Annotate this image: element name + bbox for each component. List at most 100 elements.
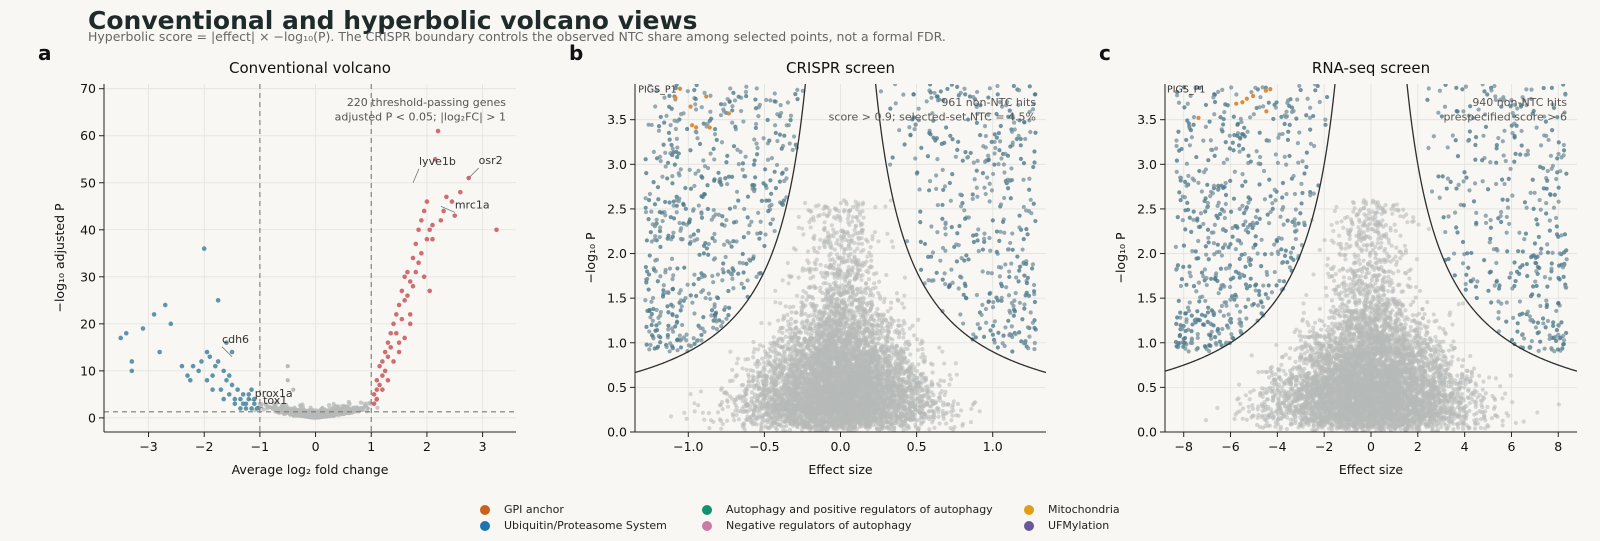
data-point-background [951, 399, 956, 404]
data-point-up [396, 349, 402, 355]
data-point-background [906, 339, 911, 344]
data-point-down [204, 377, 210, 383]
data-point-down [232, 401, 238, 407]
label-leader-tox1 [256, 405, 264, 409]
data-point-down [224, 377, 229, 383]
data-point-background [271, 401, 276, 406]
data-point-background [803, 311, 808, 317]
data-point-background [741, 382, 746, 388]
data-point-background [352, 406, 357, 411]
data-point-background [969, 406, 974, 412]
data-point-background [692, 409, 697, 414]
data-point-background [789, 310, 794, 315]
data-point-up [407, 312, 413, 317]
data-point-background [937, 383, 942, 389]
data-point-up [382, 368, 388, 374]
data-point-background [794, 293, 800, 298]
data-point-background [948, 377, 954, 382]
data-point-background [763, 354, 768, 360]
data-point-background [734, 361, 739, 366]
data-point-down [238, 396, 243, 402]
data-point-background [916, 317, 921, 322]
data-point-down [238, 406, 243, 411]
data-point-up [419, 218, 424, 223]
data-point-background [879, 321, 885, 326]
data-point-background [285, 364, 290, 369]
data-point-down [221, 368, 227, 374]
data-point-down [185, 373, 190, 378]
data-point-background [338, 408, 343, 414]
data-point-up [377, 363, 382, 369]
data-point-background [869, 258, 874, 263]
data-point-down [246, 392, 252, 397]
data-point-background [775, 318, 781, 323]
data-point-up [385, 354, 391, 360]
data-point-background [272, 406, 277, 411]
gene-label-prox1a: prox1a [255, 387, 293, 400]
data-point-down [215, 359, 221, 364]
data-point-background [261, 407, 266, 412]
data-point-down [224, 340, 229, 345]
data-point-background [265, 404, 270, 409]
data-point-down [215, 298, 221, 303]
data-point-down [190, 363, 196, 369]
data-point-up [374, 377, 380, 383]
data-point-down [213, 363, 218, 369]
panel-annotation-line: 220 threshold-passing genes [347, 96, 506, 109]
data-point-background [774, 427, 779, 432]
data-point-down [221, 396, 227, 402]
data-point-up [405, 269, 410, 275]
data-point-up [410, 283, 416, 289]
data-point-up [396, 340, 402, 345]
y-axis-label: −log₁₀ adjusted P [52, 203, 67, 313]
data-point-background [936, 414, 941, 419]
panel-title: Conventional volcano [229, 59, 391, 77]
data-point-up [449, 199, 455, 204]
gene-label-mrc1a: mrc1a [455, 198, 490, 211]
data-point-up [396, 302, 402, 308]
data-point-background [752, 346, 757, 352]
data-point-background [861, 300, 866, 305]
data-point-down [207, 354, 213, 360]
data-point-down [229, 382, 235, 388]
data-point-background [920, 347, 925, 352]
y-tick-label: 20 [80, 316, 96, 331]
label-leader-osr2 [468, 167, 479, 179]
data-point-background [888, 306, 893, 311]
figure-subtitle: Hyperbolic score = |effect| × −log₁₀(P).… [88, 29, 946, 44]
data-point-up [380, 359, 385, 364]
data-point-background [949, 418, 954, 423]
data-point-background [773, 300, 778, 305]
data-point-up [421, 274, 427, 280]
x-tick-label: −3 [139, 439, 157, 454]
data-point-up [371, 392, 377, 397]
data-point-background [953, 361, 958, 366]
plot-area [118, 128, 499, 420]
data-point-background [732, 418, 737, 423]
data-point-background [751, 355, 756, 360]
data-point-up [388, 345, 394, 350]
data-point-down [249, 387, 254, 392]
data-point-background [781, 424, 787, 429]
data-point-background [346, 399, 351, 405]
data-point-background [752, 392, 757, 397]
data-point-background [730, 378, 735, 383]
data-point-down [123, 330, 129, 336]
data-point-background [275, 399, 280, 405]
data-point-background [785, 312, 790, 317]
data-point-background [901, 318, 906, 324]
data-point-background [771, 335, 776, 340]
data-point-up [380, 373, 385, 378]
data-point-up [421, 208, 427, 214]
gene-label-tox1: tox1 [263, 394, 287, 407]
data-point-up [391, 321, 396, 327]
data-point-background [280, 402, 285, 407]
data-point-down [151, 312, 157, 317]
data-point-up [388, 330, 394, 336]
data-point-up [402, 298, 407, 303]
data-point-background [940, 349, 945, 354]
data-point-background [692, 401, 697, 406]
gene-label-lyve1b: lyve1b [419, 155, 456, 168]
data-point-down [199, 359, 204, 364]
